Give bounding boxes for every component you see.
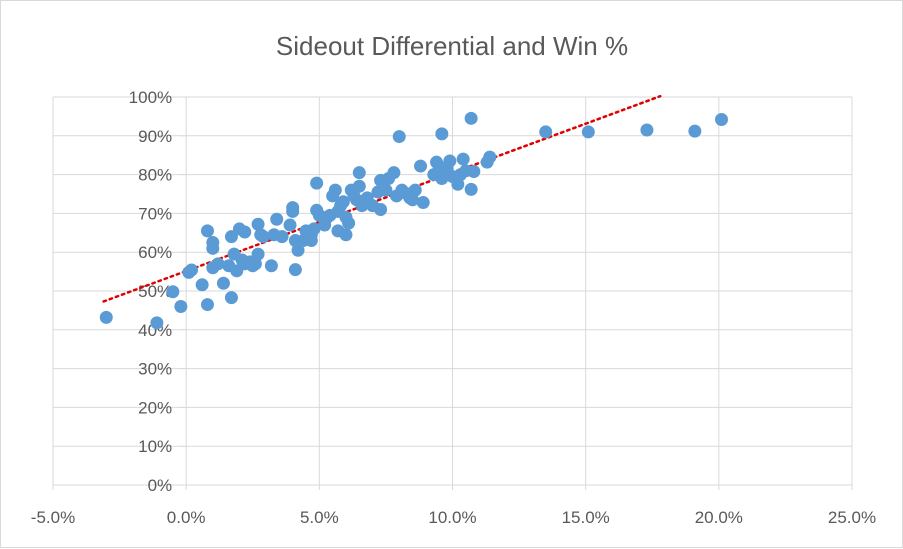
data-point	[581, 125, 595, 139]
data-point	[483, 150, 497, 164]
data-point	[238, 225, 252, 239]
data-point	[99, 310, 113, 324]
y-tick-label: 80%	[138, 166, 172, 185]
y-tick-label: 10%	[138, 437, 172, 456]
data-point	[443, 154, 457, 168]
data-point	[256, 230, 270, 244]
data-point	[640, 123, 654, 137]
data-point	[166, 285, 180, 299]
x-tick-label: 20.0%	[695, 508, 743, 527]
y-tick-label: 60%	[138, 243, 172, 262]
y-tick-label: 90%	[138, 127, 172, 146]
data-point	[374, 203, 388, 217]
data-point	[339, 228, 353, 242]
data-point	[416, 196, 430, 210]
x-tick-label: 5.0%	[300, 508, 339, 527]
data-point	[310, 176, 324, 190]
data-point	[174, 300, 188, 314]
data-point	[200, 298, 214, 312]
data-point	[270, 212, 284, 226]
data-point	[456, 152, 470, 166]
x-tick-label: 25.0%	[828, 508, 876, 527]
data-point	[200, 224, 214, 238]
data-point	[688, 124, 702, 138]
data-point	[435, 171, 449, 185]
y-tick-label: 70%	[138, 204, 172, 223]
data-point	[206, 241, 220, 255]
x-tick-label: 15.0%	[562, 508, 610, 527]
data-point	[275, 230, 289, 244]
data-point	[224, 291, 238, 305]
data-point	[195, 278, 209, 292]
data-point	[408, 183, 422, 197]
data-point	[392, 130, 406, 144]
y-tick-label: 30%	[138, 360, 172, 379]
data-point	[342, 216, 356, 230]
data-point	[435, 127, 449, 141]
data-point	[251, 217, 265, 231]
data-point	[464, 182, 478, 196]
data-point	[307, 222, 321, 236]
data-point	[387, 166, 401, 180]
y-tick-label: 0%	[148, 476, 173, 495]
data-point	[352, 166, 366, 180]
data-point	[288, 263, 302, 277]
data-point	[291, 243, 305, 257]
x-tick-label: 0.0%	[167, 508, 206, 527]
data-point	[539, 125, 553, 139]
data-point	[714, 113, 728, 127]
data-point	[467, 164, 481, 178]
x-tick-label: 10.0%	[428, 508, 476, 527]
y-tick-label: 100%	[129, 88, 172, 107]
x-tick-label: -5.0%	[31, 508, 75, 527]
data-point	[464, 111, 478, 125]
data-point	[328, 183, 342, 197]
data-point	[251, 247, 265, 261]
data-point	[264, 259, 278, 273]
data-point	[283, 218, 297, 232]
data-points	[99, 111, 728, 330]
data-point	[224, 230, 238, 244]
axes	[52, 96, 853, 490]
data-point	[336, 195, 350, 209]
y-tick-label: 20%	[138, 398, 172, 417]
data-point	[414, 159, 428, 173]
data-point	[216, 276, 230, 290]
data-point	[184, 263, 198, 277]
data-point	[379, 183, 393, 197]
data-point	[286, 201, 300, 215]
y-tick-label: 40%	[138, 321, 172, 340]
tick-labels: 0%10%20%30%40%50%60%70%80%90%100%-5.0% 0.…	[31, 88, 876, 527]
chart-title: Sideout Differential and Win %	[276, 31, 628, 61]
data-point	[352, 179, 366, 193]
data-point	[150, 316, 164, 330]
data-point	[211, 257, 225, 271]
